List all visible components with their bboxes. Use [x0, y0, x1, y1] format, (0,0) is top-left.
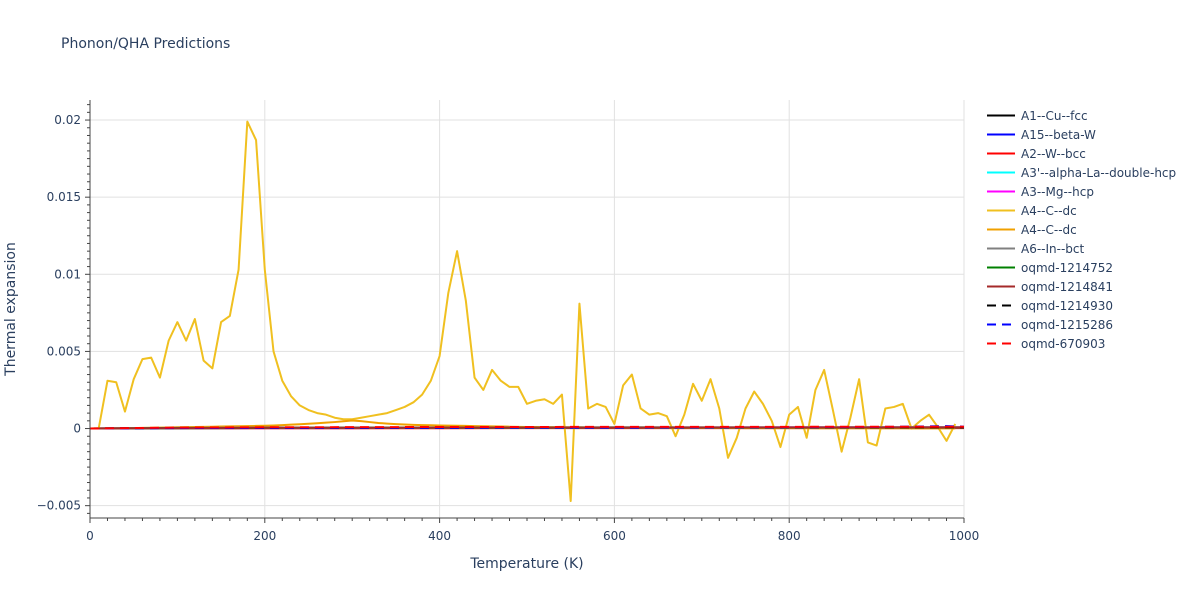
legend-swatch — [987, 133, 1015, 136]
legend-item-a4-c-dc-6[interactable]: A4--C--dc — [985, 220, 1176, 239]
legend-item-a15-beta-w-1[interactable]: A15--beta-W — [985, 125, 1176, 144]
legend-item-oqmd-1214752-8[interactable]: oqmd-1214752 — [985, 258, 1176, 277]
legend-label: oqmd-670903 — [1021, 336, 1106, 351]
legend-swatch — [987, 266, 1015, 269]
legend-swatch — [987, 342, 1015, 345]
legend-label: oqmd-1214752 — [1021, 260, 1114, 275]
legend-swatch — [987, 114, 1015, 117]
x-tick-label: 400 — [428, 529, 451, 543]
legend-item-a1-cu-fcc-0[interactable]: A1--Cu--fcc — [985, 106, 1176, 125]
legend-item-oqmd-670903-12[interactable]: oqmd-670903 — [985, 334, 1176, 353]
axes — [85, 100, 965, 523]
grid — [90, 100, 965, 518]
legend-item-a4-c-dc-5[interactable]: A4--C--dc — [985, 201, 1176, 220]
legend-swatch — [987, 171, 1015, 174]
legend-swatch — [987, 209, 1015, 212]
legend-item-oqmd-1215286-11[interactable]: oqmd-1215286 — [985, 315, 1176, 334]
y-tick-label: 0.005 — [47, 344, 81, 358]
legend-swatch — [987, 247, 1015, 250]
legend-swatch — [987, 323, 1015, 326]
legend-item-a2-w-bcc-2[interactable]: A2--W--bcc — [985, 144, 1176, 163]
x-tick-labels: 0 200 400 600 800 1000 — [86, 529, 979, 543]
legend-label: A6--In--bct — [1021, 241, 1085, 256]
series-line-oqmd-670903-12 — [89, 425, 964, 430]
y-tick-label: 0.02 — [54, 113, 81, 127]
legend-label: oqmd-1215286 — [1021, 317, 1114, 332]
y-tick-labels: −0.005 0 0.005 0.01 0.015 0.02 — [37, 113, 81, 513]
legend-label: A3'--alpha-La--double-hcp — [1021, 165, 1177, 180]
legend-item-a6-in-bct-7[interactable]: A6--In--bct — [985, 239, 1176, 258]
y-tick-label: 0.01 — [54, 267, 81, 281]
legend-swatch — [987, 285, 1015, 288]
x-tick-label: 1000 — [949, 529, 980, 543]
legend-label: A1--Cu--fcc — [1021, 108, 1088, 123]
legend-item-oqmd-1214841-9[interactable]: oqmd-1214841 — [985, 277, 1176, 296]
legend-swatch — [987, 152, 1015, 155]
legend-label: oqmd-1214930 — [1021, 298, 1114, 313]
legend-label: oqmd-1214841 — [1021, 279, 1114, 294]
series-line-a4-c-dc-5 — [89, 120, 957, 503]
y-tick-label: −0.005 — [37, 499, 81, 513]
legend: A1--Cu--fcc A15--beta-W A2--W--bcc A3'--alp… — [985, 106, 1176, 353]
x-tick-label: 200 — [253, 529, 276, 543]
legend-swatch — [987, 304, 1015, 307]
legend-label: A3--Mg--hcp — [1021, 184, 1094, 199]
chart-title: Phonon/QHA Predictions — [61, 36, 231, 52]
legend-label: A2--W--bcc — [1021, 146, 1086, 161]
y-tick-label: 0.015 — [47, 190, 81, 204]
series-group — [89, 120, 965, 503]
x-tick-label: 800 — [778, 529, 801, 543]
legend-label: A4--C--dc — [1021, 203, 1077, 218]
x-tick-label: 0 — [86, 529, 94, 543]
legend-item-oqmd-1214930-10[interactable]: oqmd-1214930 — [985, 296, 1176, 315]
y-tick-label: 0 — [73, 422, 81, 436]
y-axis-title: Thermal expansion — [3, 242, 19, 377]
legend-swatch — [987, 190, 1015, 193]
x-tick-label: 600 — [603, 529, 626, 543]
legend-item-a3-alpha-la-double-hcp-3[interactable]: A3'--alpha-La--double-hcp — [985, 163, 1176, 182]
legend-swatch — [987, 228, 1015, 231]
x-axis-title: Temperature (K) — [469, 556, 583, 572]
legend-item-a3-mg-hcp-4[interactable]: A3--Mg--hcp — [985, 182, 1176, 201]
legend-label: A15--beta-W — [1021, 127, 1096, 142]
legend-label: A4--C--dc — [1021, 222, 1077, 237]
